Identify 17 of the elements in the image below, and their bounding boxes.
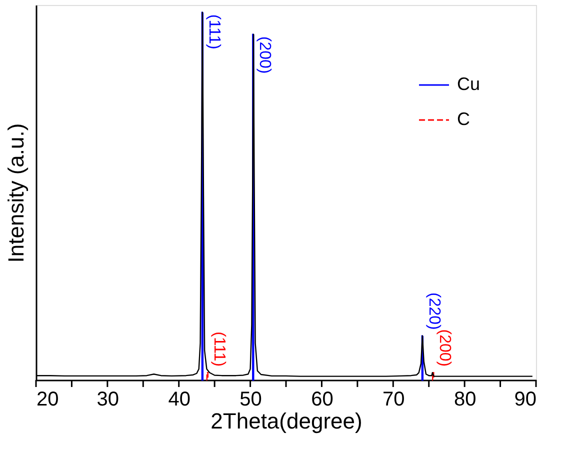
x-axis-title: 2Theta(degree) (210, 408, 362, 434)
annotation: (220) (425, 292, 442, 330)
x-tick-label: 90 (514, 388, 536, 410)
x-tick-label: 20 (36, 388, 59, 410)
legend-label: Cu (457, 74, 480, 94)
legend-label: C (457, 109, 470, 129)
annotation: (111) (210, 332, 228, 367)
x-tick-label: 40 (168, 388, 190, 410)
x-tick-label: 70 (382, 388, 405, 410)
y-axis-title: Intensity (a.u.) (4, 123, 28, 263)
annotation: (200) (436, 329, 454, 367)
annotation: (111) (205, 14, 222, 50)
x-tick-label: 60 (311, 388, 334, 410)
x-tick-label: 50 (240, 388, 262, 410)
x-tick-label: 80 (454, 388, 476, 410)
x-tick-label: 30 (96, 388, 120, 410)
annotation: (200) (256, 36, 274, 74)
